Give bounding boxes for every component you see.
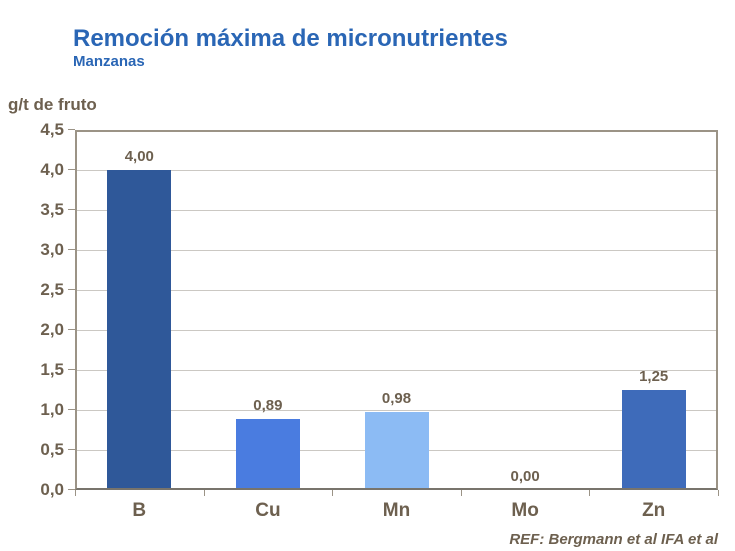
y-tick-label: 2,0 xyxy=(40,320,64,339)
y-tick-mark xyxy=(68,209,75,210)
x-tick-mark xyxy=(718,490,719,496)
y-tick-label: 0,0 xyxy=(40,480,64,499)
y-tick-mark xyxy=(68,129,75,130)
y-tick-mark xyxy=(68,289,75,290)
gridline xyxy=(77,290,716,291)
x-category-label-B: B xyxy=(132,500,147,521)
bar-B xyxy=(107,170,172,488)
page-title: Remoción máxima de micronutrientes xyxy=(73,25,508,52)
x-tick-mark xyxy=(589,490,591,496)
x-tick-mark xyxy=(460,490,462,496)
y-tick-label: 3,5 xyxy=(40,200,64,219)
y-tick-label: 3,0 xyxy=(40,240,64,259)
y-tick-mark xyxy=(68,369,75,370)
bar-Cu xyxy=(235,418,300,488)
y-tick-mark xyxy=(68,489,75,490)
bar-value-label: 0,00 xyxy=(510,468,540,485)
x-tick-mark xyxy=(332,490,334,496)
y-tick-label: 0,5 xyxy=(40,440,64,459)
x-category-label-Mo: Mo xyxy=(511,500,539,521)
gridline xyxy=(77,410,716,411)
y-tick-mark xyxy=(68,409,75,410)
gridline xyxy=(77,250,716,251)
y-tick-label: 4,0 xyxy=(40,160,64,179)
bar-Zn xyxy=(621,390,686,488)
y-tick-label: 1,5 xyxy=(40,360,64,379)
y-tick-mark xyxy=(68,449,75,450)
y-tick-mark xyxy=(68,249,75,250)
gridline xyxy=(77,210,716,211)
reference-note: REF: Bergmann et al IFA et al xyxy=(509,531,718,548)
bar-Mn xyxy=(364,411,429,488)
bar-value-label: 1,25 xyxy=(639,368,669,385)
plot-area xyxy=(75,130,718,490)
gridline xyxy=(77,370,716,371)
x-category-label-Zn: Zn xyxy=(642,500,666,521)
y-tick-mark xyxy=(68,329,75,330)
gridline xyxy=(77,170,716,171)
y-tick-label: 1,0 xyxy=(40,400,64,419)
x-category-label-Cu: Cu xyxy=(255,500,281,521)
bar-value-label: 0,89 xyxy=(253,396,283,414)
gridline xyxy=(77,330,716,331)
x-tick-mark xyxy=(203,490,205,496)
bar-value-label: 4,00 xyxy=(124,148,154,165)
page-subtitle: Manzanas xyxy=(73,53,145,70)
x-category-label-Mn: Mn xyxy=(382,500,411,521)
x-tick-mark xyxy=(75,490,76,496)
bar-value-label: 0,98 xyxy=(381,389,412,407)
y-tick-label: 2,5 xyxy=(40,280,64,299)
y-axis-unit-label: g/t de fruto xyxy=(8,95,97,114)
y-tick-label: 4,5 xyxy=(40,120,64,139)
y-tick-mark xyxy=(68,169,75,170)
